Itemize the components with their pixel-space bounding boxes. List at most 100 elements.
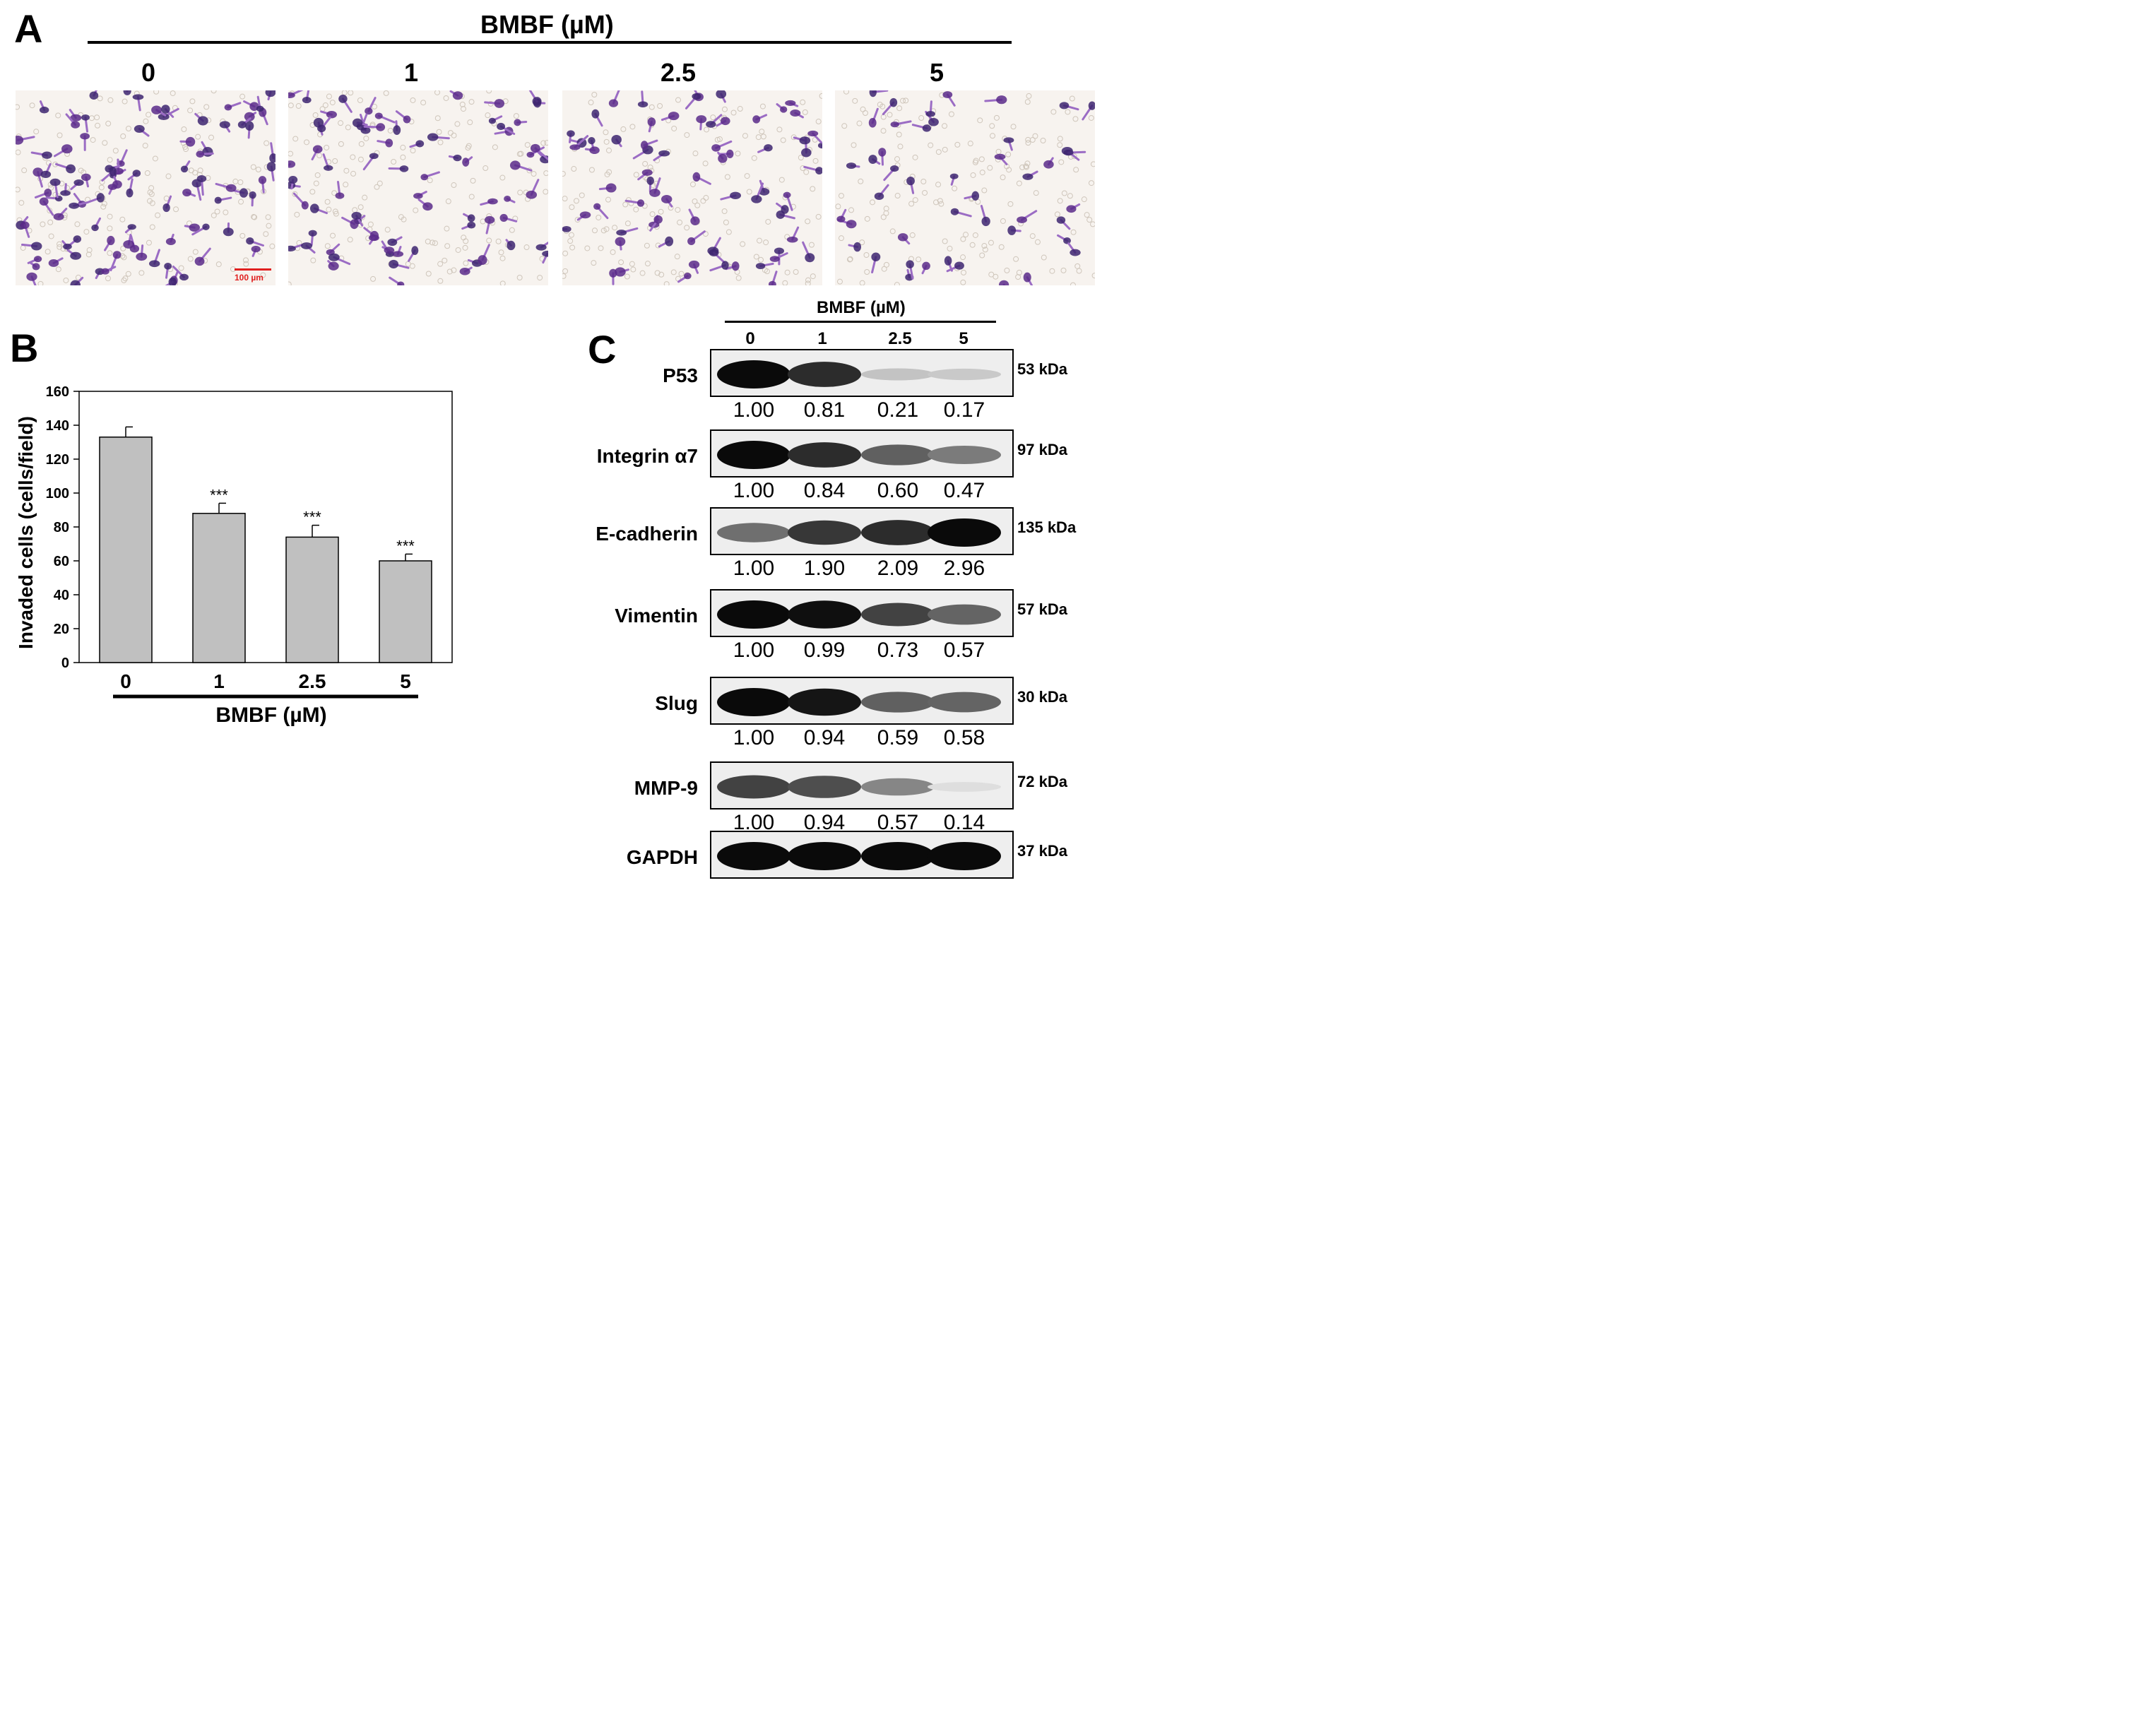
stained-cell <box>184 223 200 232</box>
stained-cell <box>504 195 516 203</box>
blot-band <box>788 776 861 798</box>
stained-cell <box>461 221 476 230</box>
stained-cell <box>180 160 191 173</box>
panel-c-header-line <box>725 321 996 323</box>
stained-cell <box>162 195 172 213</box>
stained-cell <box>964 191 980 201</box>
stained-cell <box>711 140 733 152</box>
stained-cell <box>81 114 90 133</box>
stained-cell <box>258 176 267 194</box>
blot-quant-value: 0.60 <box>877 479 919 502</box>
stained-cell <box>874 184 889 200</box>
bar <box>379 560 432 663</box>
stained-cell <box>688 208 700 225</box>
micrograph-1 <box>288 90 548 285</box>
stained-cell <box>251 245 261 257</box>
blot-band <box>717 688 790 716</box>
micrograph-3 <box>835 90 1095 285</box>
blot-quant-value: 1.00 <box>733 557 775 580</box>
stained-cell <box>328 253 351 266</box>
stained-cell <box>151 105 167 117</box>
stained-cell <box>377 138 393 148</box>
stained-cell <box>576 211 591 221</box>
blot-image <box>710 677 1014 725</box>
stained-cell <box>890 120 912 128</box>
stained-cell <box>882 97 898 116</box>
panel-a-condition-0: 0 <box>141 58 156 87</box>
blot-band <box>717 360 790 388</box>
stained-cell <box>608 90 620 107</box>
blot-image <box>710 761 1014 809</box>
stained-cell <box>709 249 725 263</box>
stained-cell <box>1003 137 1014 151</box>
stained-cell <box>846 162 860 169</box>
stained-cell <box>542 250 548 264</box>
blot-quant-value: 1.00 <box>733 639 775 662</box>
stained-cell <box>593 203 609 220</box>
stained-cell <box>906 176 915 194</box>
lane-label-3: 5 <box>959 329 969 348</box>
stained-cell <box>393 120 401 136</box>
blot-band <box>861 842 935 870</box>
stained-cell <box>751 182 764 203</box>
stained-cell <box>365 97 377 115</box>
blot-band <box>928 518 1001 547</box>
blot-quant-value: 0.94 <box>803 811 846 834</box>
blot-band <box>928 692 1001 713</box>
blot-quant-value: 0.99 <box>803 639 846 662</box>
blot-kda-label: 135 kDa <box>1017 518 1077 536</box>
stained-cell <box>317 117 331 133</box>
stained-cell <box>26 272 37 285</box>
blot-quant-value: 0.84 <box>803 479 846 502</box>
blot-band <box>861 603 935 627</box>
stained-cell <box>925 100 936 117</box>
stained-cell <box>101 266 117 275</box>
blot-protein-label: Vimentin <box>615 605 698 627</box>
y-tick-label: 20 <box>54 622 69 637</box>
stained-cell <box>194 112 208 126</box>
blot-band <box>788 600 861 629</box>
stained-cell <box>598 183 617 193</box>
y-axis-label: Invaded cells (cells/field) <box>15 416 37 649</box>
stained-cell <box>569 135 589 150</box>
stained-cell <box>790 109 804 119</box>
stained-cell <box>49 178 61 198</box>
blot-band <box>717 523 790 542</box>
stained-cell <box>237 117 251 129</box>
stained-cell <box>871 252 881 274</box>
blot-kda-label: 72 kDa <box>1017 773 1067 790</box>
blot-band <box>717 441 790 469</box>
stained-cell <box>292 192 309 210</box>
stained-cell <box>755 262 774 270</box>
blot-quant-value: 0.94 <box>803 726 846 749</box>
stained-cell <box>949 173 959 186</box>
stained-cell <box>624 199 645 207</box>
stained-cell <box>368 235 379 245</box>
stained-cell <box>752 114 768 124</box>
stained-cell <box>720 191 741 201</box>
blot-quant-value: 0.57 <box>877 811 919 834</box>
stained-cell <box>567 130 575 143</box>
stained-cell <box>338 95 353 113</box>
stained-cell <box>249 191 256 207</box>
stained-cell <box>351 211 364 227</box>
stained-cell <box>362 153 379 171</box>
y-tick-label: 40 <box>54 588 69 603</box>
stained-cell <box>637 169 653 181</box>
stained-cell <box>417 198 433 211</box>
stained-cell <box>69 109 82 121</box>
blot-band <box>717 775 790 799</box>
stained-cell <box>165 277 177 285</box>
stained-cell <box>91 217 102 232</box>
blot-band <box>788 520 861 545</box>
stained-cell <box>661 194 673 208</box>
stained-cell <box>946 261 964 273</box>
micrograph-2 <box>562 90 822 285</box>
stained-cell <box>497 122 516 136</box>
stained-cell <box>1082 101 1095 121</box>
stained-cell <box>1067 242 1081 256</box>
stained-cell <box>984 95 1007 105</box>
scale-bar-label: 100 µm <box>235 273 263 283</box>
stained-cell <box>768 271 778 285</box>
blot-image <box>710 429 1014 478</box>
